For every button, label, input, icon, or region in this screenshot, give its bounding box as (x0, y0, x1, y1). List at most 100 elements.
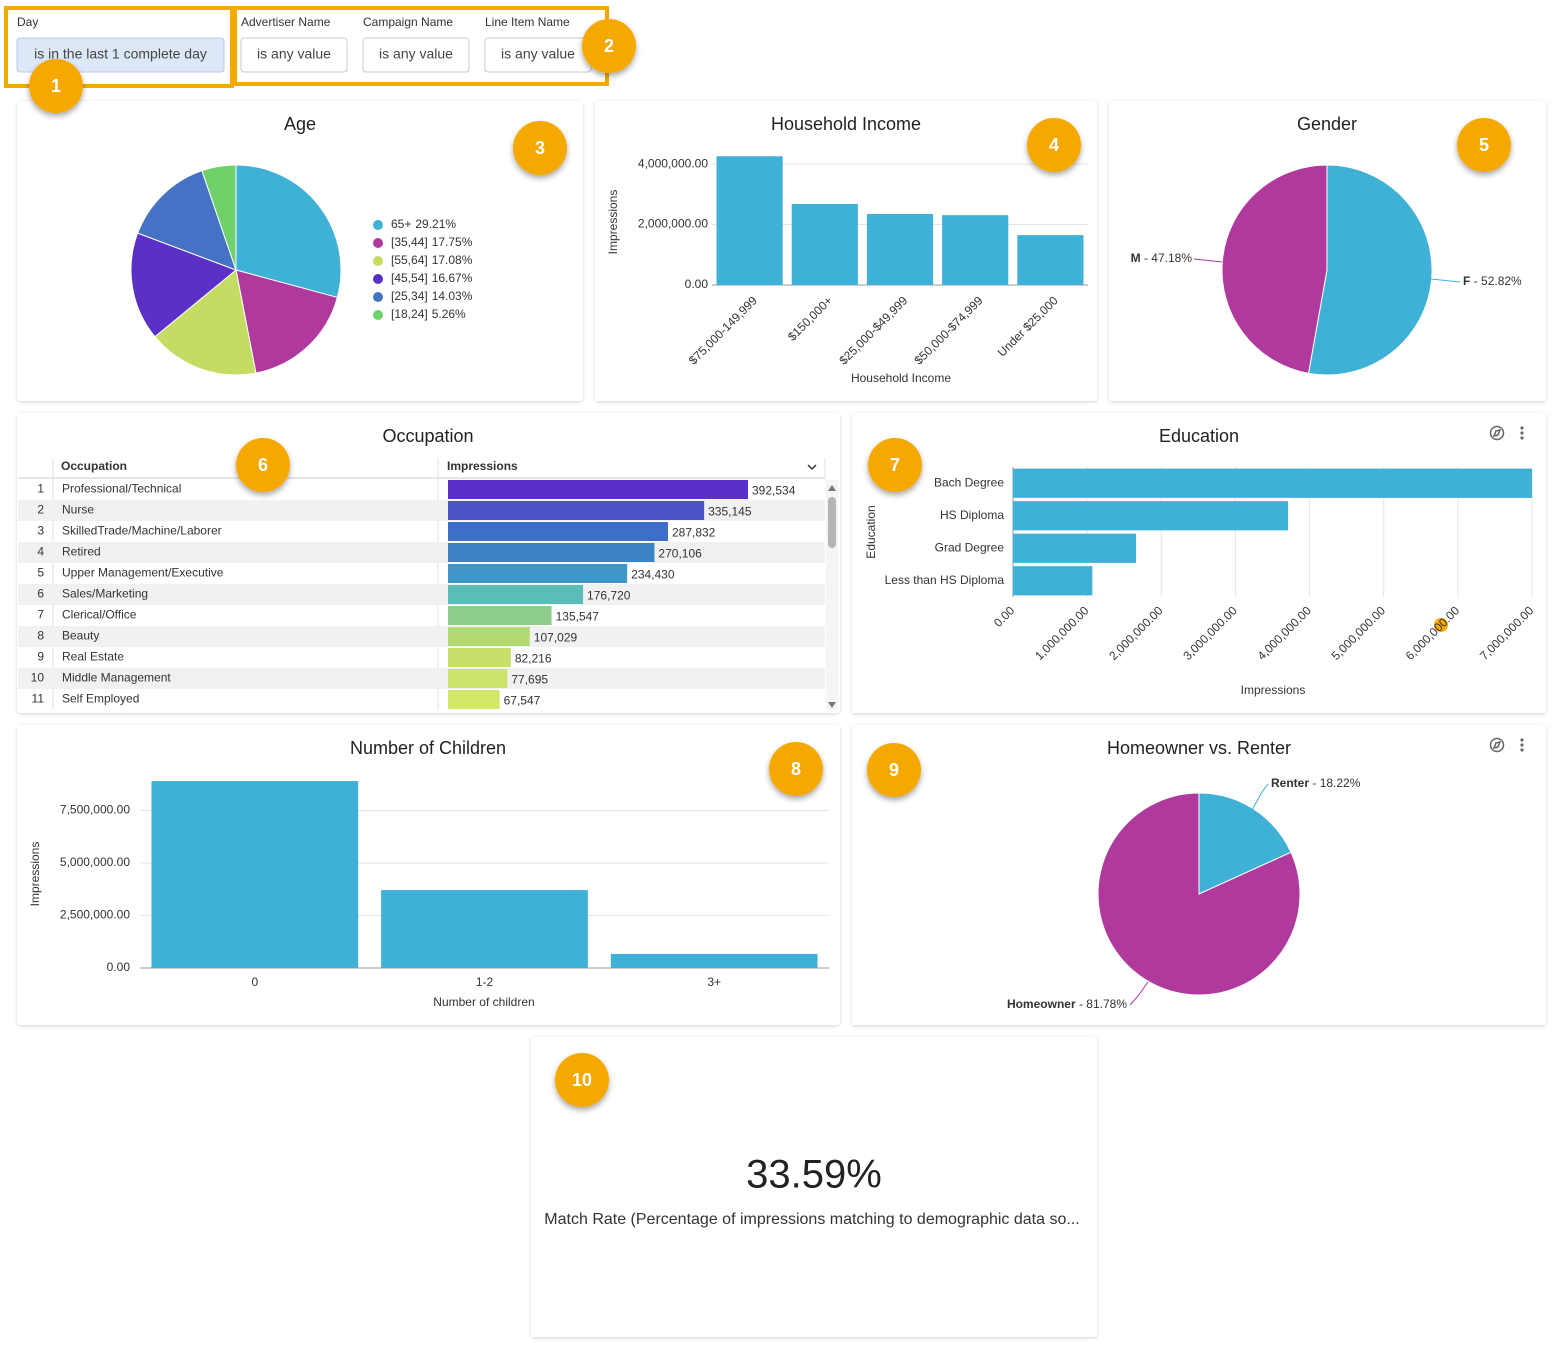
y-tick-label: 2,500,000.00 (60, 908, 130, 922)
explore-icon[interactable] (1492, 740, 1502, 750)
filter-value: is in the last 1 complete day (34, 46, 207, 62)
explore-icon[interactable] (1489, 737, 1505, 753)
y-axis-title: Impressions (28, 842, 42, 907)
row-label: Retired (62, 545, 101, 559)
legend-label: [55,64] (391, 253, 428, 267)
value-label: 77,695 (511, 673, 548, 687)
explore-icon[interactable] (1489, 425, 1505, 441)
badge (1027, 118, 1081, 172)
table-bar (448, 606, 552, 625)
legend-label: [18,24] (391, 307, 428, 321)
legend-label: 65+ (391, 217, 411, 231)
badge (867, 743, 921, 797)
sort-chevron[interactable] (807, 464, 817, 471)
y-tick-label: 0.00 (685, 277, 709, 291)
slice-value: 18.22% (1320, 776, 1361, 790)
value-label: 270,106 (658, 547, 702, 561)
row-number: 8 (37, 629, 44, 643)
column-header: Impressions (447, 459, 518, 473)
slice-value: 81.78% (1086, 997, 1127, 1011)
badge (29, 59, 83, 113)
slice-label: Homeowner - 81.78% (1007, 997, 1127, 1011)
legend-label: [45,54] (391, 271, 428, 285)
legend-swatch (373, 310, 383, 320)
y-tick-label: Bach Degree (934, 475, 1004, 489)
slice-category: Homeowner (1007, 997, 1076, 1011)
scorecard-value: 33.59% (746, 1153, 882, 1197)
value-label: 82,216 (515, 652, 552, 666)
legend-value: 5.26% (432, 307, 466, 321)
bar (1013, 468, 1532, 498)
value-label: 67,547 (504, 694, 541, 708)
table-bar (448, 627, 530, 646)
filter-chip[interactable] (362, 37, 470, 73)
row-background (18, 668, 825, 689)
badges: 123 4 56 78 910 (29, 19, 1511, 1107)
legend-value: 17.08% (432, 253, 473, 267)
row-label: Upper Management/Executive (62, 566, 224, 580)
table-bar (448, 585, 584, 604)
row-label: Self Employed (62, 692, 139, 706)
row-number: 6 (37, 587, 44, 601)
badge-number: 1 (51, 76, 61, 96)
value-label: 392,534 (752, 484, 796, 498)
card (852, 413, 1546, 713)
x-tick-label: 1-2 (476, 975, 494, 989)
highlight-box (4, 6, 234, 88)
y-tick-label: Grad Degree (935, 540, 1005, 554)
badge (582, 19, 636, 73)
pie-slice (1097, 792, 1301, 996)
row-label: Nurse (62, 503, 94, 517)
chart-title: Household Income (771, 114, 921, 134)
row-background (18, 626, 825, 647)
scroll-down[interactable] (828, 702, 836, 708)
value-label: 176,720 (587, 589, 631, 603)
y-tick-label: 2,000,000.00 (638, 217, 708, 231)
legend-swatch (373, 220, 383, 230)
slice-separator: - (1141, 251, 1152, 265)
pie-slice (201, 164, 237, 271)
value-label: 234,430 (631, 568, 675, 582)
filter-value: is any value (379, 46, 453, 62)
bar (151, 781, 359, 968)
row-number: 1 (37, 482, 44, 496)
badge (236, 438, 290, 492)
row-label: Sales/Marketing (62, 587, 148, 601)
badge-number: 3 (535, 138, 545, 158)
row-label: Middle Management (62, 671, 171, 685)
bar (1013, 533, 1137, 563)
row-number: 4 (37, 545, 44, 559)
slice-value: 47.18% (1151, 251, 1192, 265)
scrollbar-thumb[interactable] (828, 497, 836, 548)
badge-number: 8 (791, 759, 801, 779)
legend-entry: [35,44] 17.75% (391, 235, 473, 249)
row-number: 10 (31, 671, 45, 685)
chart-title: Gender (1297, 114, 1357, 134)
badge-number: 7 (890, 455, 900, 475)
legend-value: 16.67% (432, 271, 473, 285)
explore-icon[interactable] (1492, 428, 1502, 438)
table-bar (448, 543, 655, 562)
leader-line (1129, 981, 1149, 1006)
y-tick-label: 4,000,000.00 (638, 156, 708, 170)
slice-label: F - 52.82% (1463, 274, 1522, 288)
x-tick-label: 0 (251, 975, 258, 989)
pie-slice (235, 164, 342, 299)
bar (716, 156, 783, 285)
badge (1457, 118, 1511, 172)
table-bar (448, 480, 748, 499)
filter-label: Day (17, 15, 38, 29)
bar (381, 890, 588, 968)
scroll-up[interactable] (828, 485, 836, 491)
value-label: 335,145 (708, 505, 752, 519)
row-label: Beauty (62, 629, 99, 643)
row-background (18, 542, 825, 563)
filter-chip[interactable] (240, 37, 348, 73)
slice-category: M (1131, 251, 1141, 265)
row-label: Professional/Technical (62, 482, 181, 496)
bar (1013, 501, 1289, 531)
value-label: 107,029 (534, 631, 578, 645)
x-tick-label: 3+ (707, 975, 721, 989)
slice-label: M - 47.18% (1131, 251, 1193, 265)
row-number: 3 (37, 524, 44, 538)
